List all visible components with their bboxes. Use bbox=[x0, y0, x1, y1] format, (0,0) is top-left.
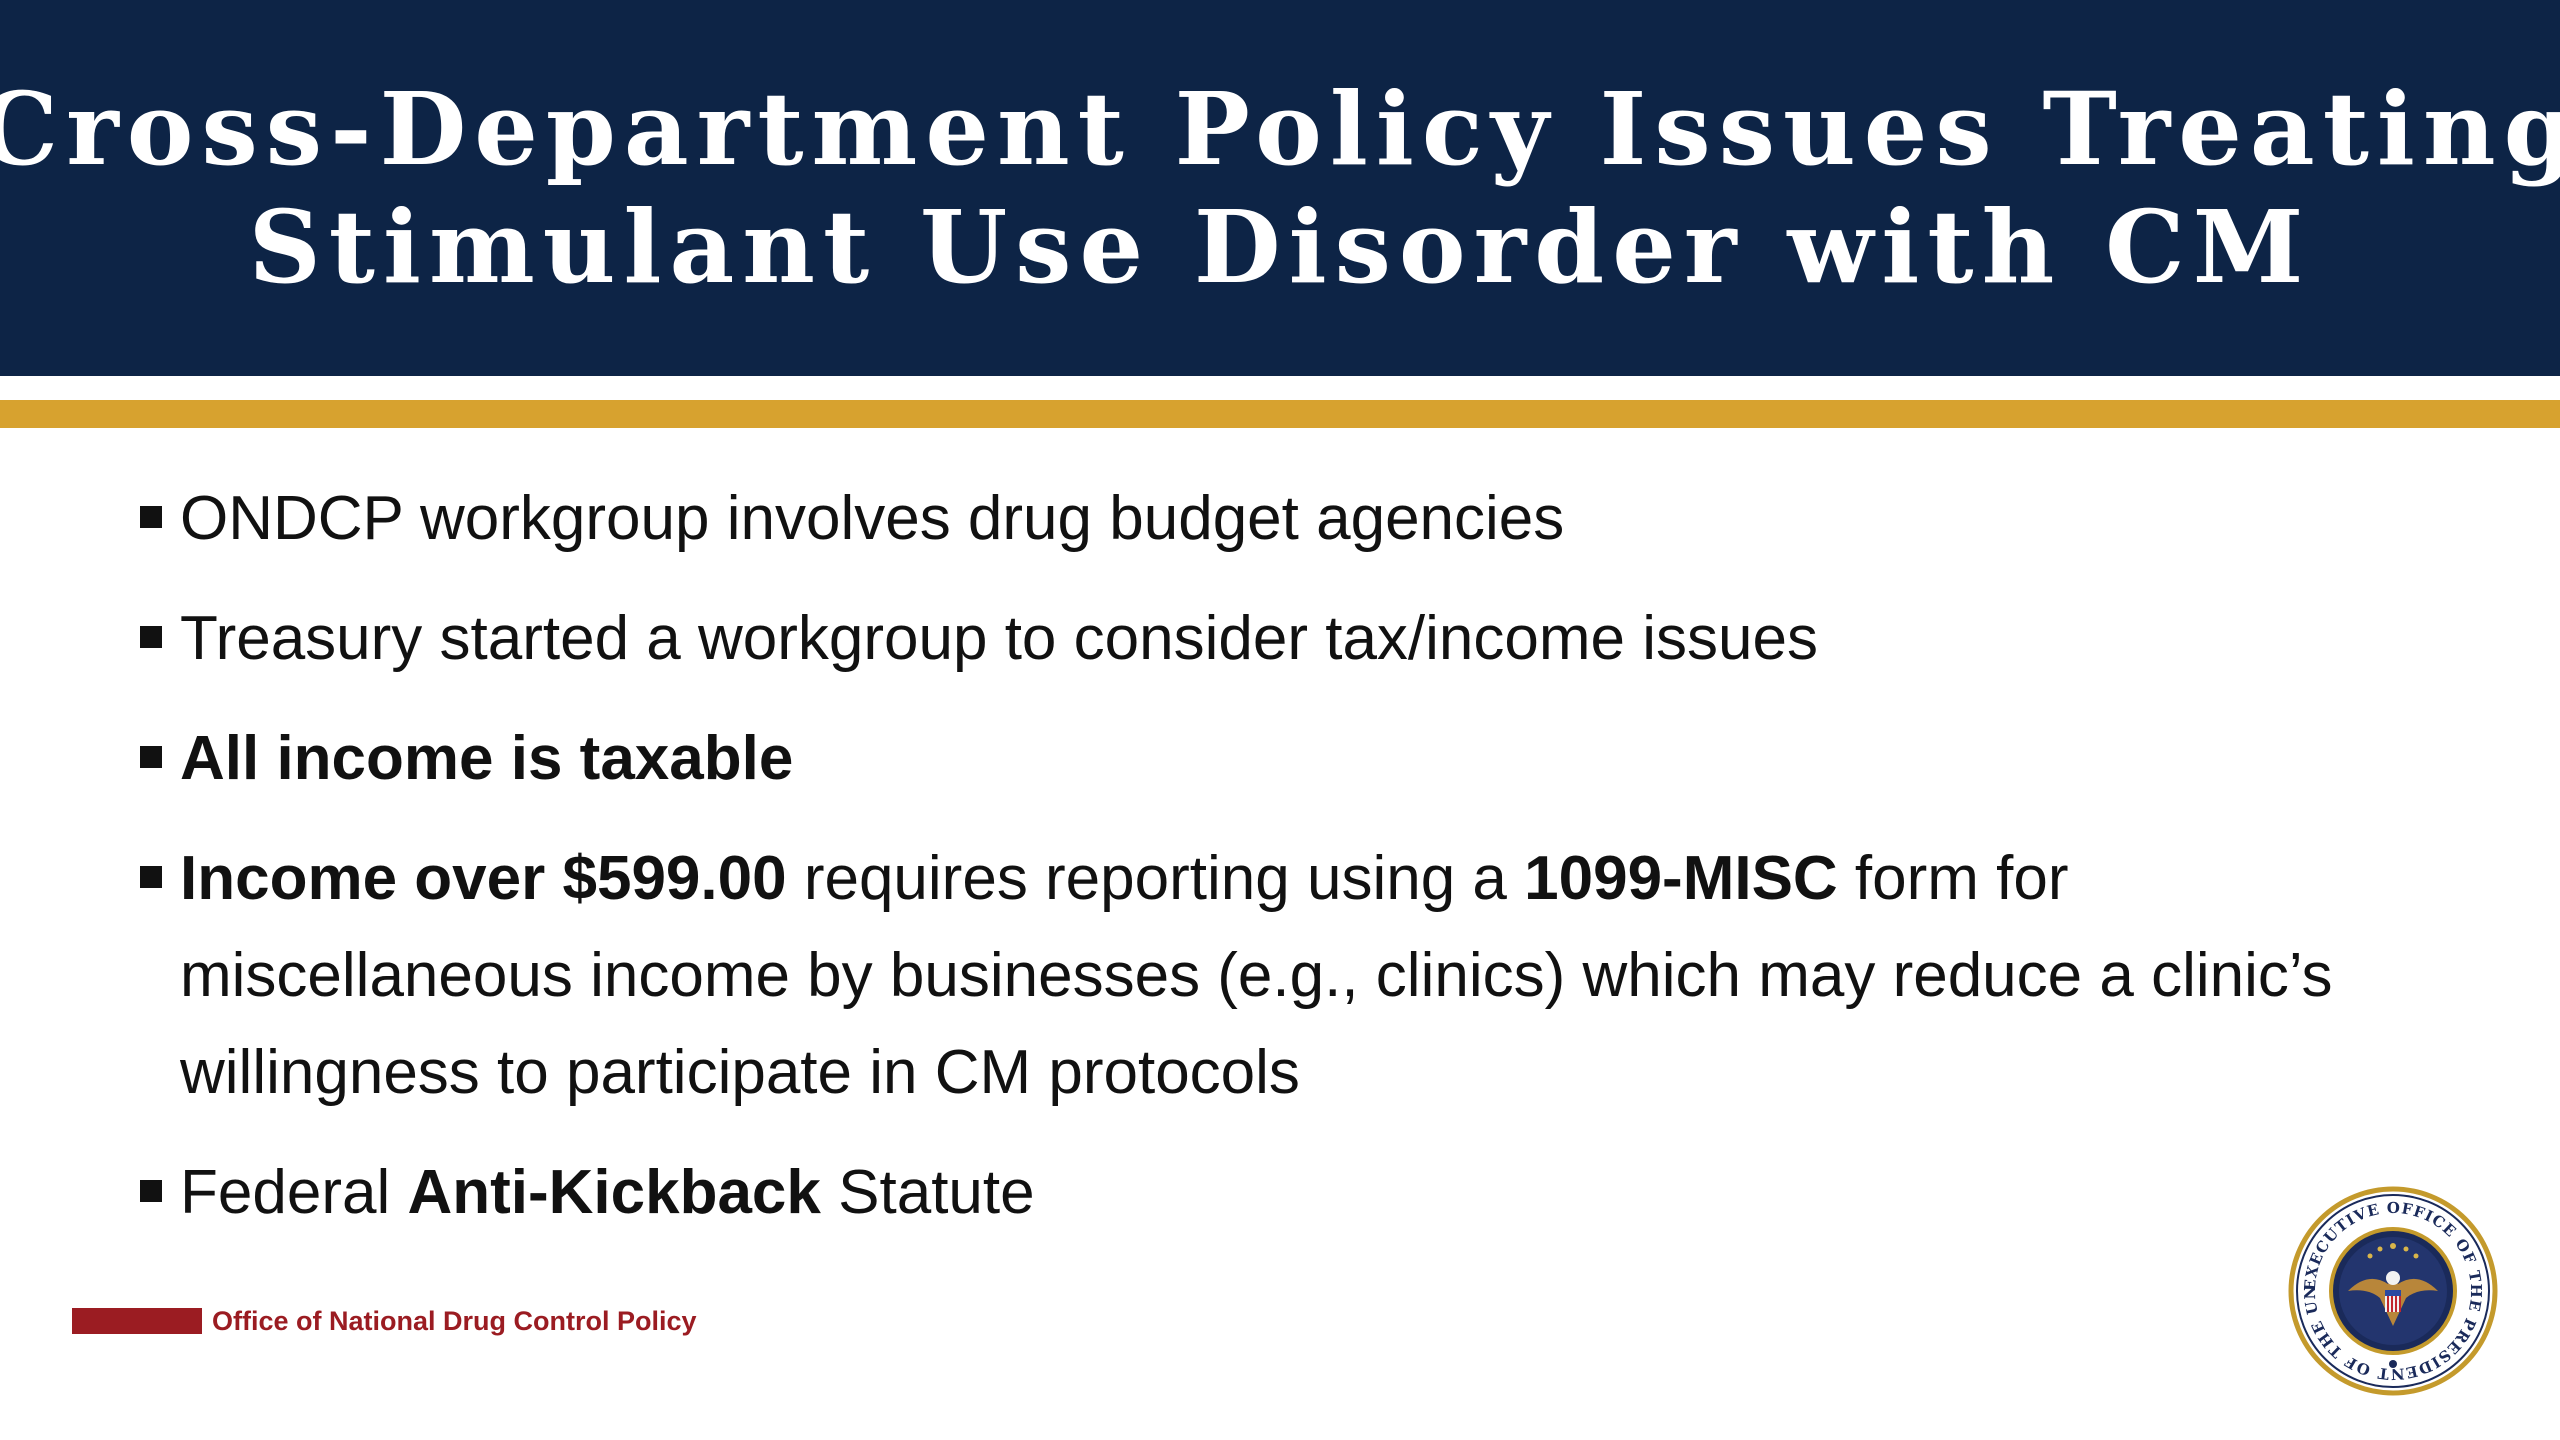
bullet-text-bold: Anti-Kickback bbox=[407, 1158, 821, 1227]
footer-organization: Office of National Drug Control Policy bbox=[212, 1306, 697, 1336]
bullet-text: ONDCP workgroup involves drug budget age… bbox=[180, 484, 1565, 553]
bullet-text: form for miscellaneous income by busines… bbox=[180, 844, 2333, 1107]
bullet-text: Statute bbox=[820, 1158, 1035, 1227]
bullet-text-bold: 1099-MISC bbox=[1524, 844, 1838, 913]
bullet-item: Income over $599.00 requires reporting u… bbox=[140, 830, 2440, 1121]
square-bullet-icon bbox=[140, 506, 162, 528]
gold-divider bbox=[0, 400, 2560, 428]
bullet-item: Treasury started a workgroup to consider… bbox=[140, 590, 2440, 687]
bullet-item: ONDCP workgroup involves drug budget age… bbox=[140, 470, 2440, 567]
bullet-text: Treasury started a workgroup to consider… bbox=[180, 604, 1818, 673]
bullet-text: requires reporting using a bbox=[786, 844, 1525, 913]
bullet-text-bold: Income over $599.00 bbox=[180, 844, 787, 913]
bullet-text: Federal bbox=[180, 1158, 408, 1227]
bullet-item: Federal Anti-Kickback Statute bbox=[140, 1144, 2440, 1241]
bullet-item: All income is taxable bbox=[140, 710, 2440, 807]
square-bullet-icon bbox=[140, 746, 162, 768]
square-bullet-icon bbox=[140, 866, 162, 888]
slide-title-line-2: Stimulant Use Disorder with CM bbox=[248, 188, 2312, 306]
square-bullet-icon bbox=[140, 1180, 162, 1202]
slide-title-line-1: Cross-Department Policy Issues Treating bbox=[0, 70, 2560, 188]
title-bar: Cross-Department Policy Issues Treating … bbox=[0, 0, 2560, 376]
square-bullet-icon bbox=[140, 626, 162, 648]
bullet-text-bold: All income is taxable bbox=[180, 724, 794, 793]
footer-accent-bar bbox=[72, 1308, 202, 1334]
bullet-list: ONDCP workgroup involves drug budget age… bbox=[140, 470, 2440, 1264]
presidential-seal-icon: EXECUTIVE OFFICE OF THE PRESIDENT OF THE… bbox=[2288, 1186, 2498, 1396]
